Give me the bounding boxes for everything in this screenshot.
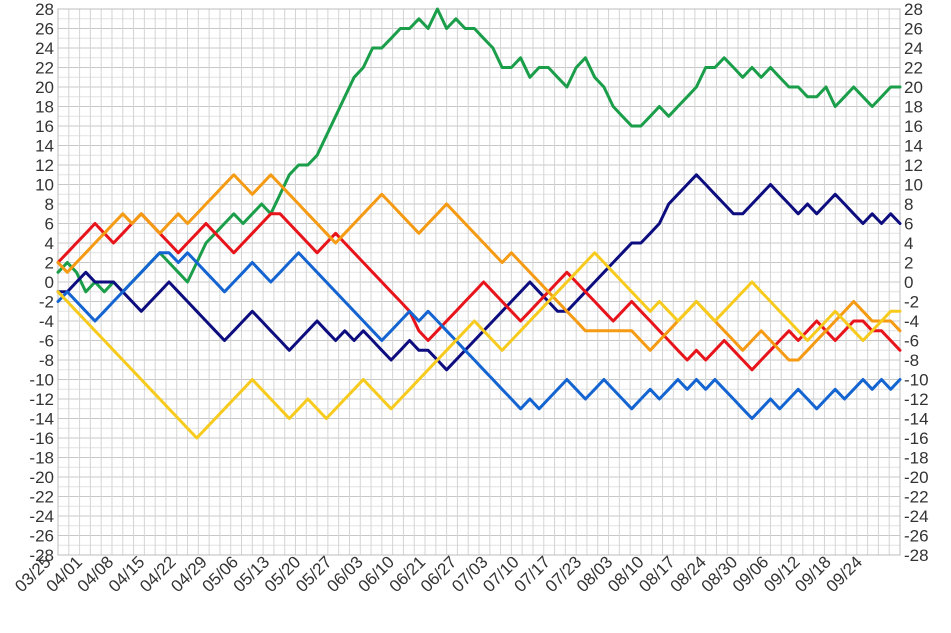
y-tick-label-right: 8 xyxy=(904,195,913,214)
y-tick-label-right: 22 xyxy=(904,59,923,78)
series-line-1 xyxy=(56,7,902,294)
y-tick-label-right: 14 xyxy=(904,137,923,156)
y-tick-label-left: 26 xyxy=(35,20,54,39)
y-tick-label-left: 22 xyxy=(35,59,54,78)
y-tick-label-left: -26 xyxy=(29,527,54,546)
y-tick-label-right: 2 xyxy=(904,254,913,273)
series-line-6 xyxy=(56,251,902,440)
y-tick-label-left: 18 xyxy=(35,98,54,117)
y-tick-label-left: -2 xyxy=(39,293,54,312)
y-tick-label-right: 12 xyxy=(904,156,923,175)
y-tick-label-right: 10 xyxy=(904,176,923,195)
y-tick-label-right: -6 xyxy=(904,332,919,351)
y-tick-label-right: 20 xyxy=(904,78,923,97)
y-tick-label-left: -12 xyxy=(29,390,54,409)
series-line-2 xyxy=(56,173,902,372)
y-tick-label-right: -26 xyxy=(904,527,929,546)
series-line-3 xyxy=(56,212,902,372)
y-tick-label-left: 14 xyxy=(35,137,54,156)
y-tick-label-right: 16 xyxy=(904,117,923,136)
y-tick-label-right: -24 xyxy=(904,507,929,526)
y-tick-label-left: 10 xyxy=(35,176,54,195)
y-tick-label-left: 6 xyxy=(45,215,54,234)
y-tick-label-right: -28 xyxy=(904,546,929,565)
grid xyxy=(57,8,901,556)
y-tick-label-left: 4 xyxy=(45,234,54,253)
x-axis-tick-labels: 03/2504/0104/0804/1504/2204/2905/0605/13… xyxy=(11,552,866,596)
y-tick-label-right: -2 xyxy=(904,293,919,312)
y-tick-label-right: -4 xyxy=(904,312,919,331)
y-tick-label-left: 20 xyxy=(35,78,54,97)
y-tick-label-left: -22 xyxy=(29,488,54,507)
series-lines xyxy=(56,7,902,440)
y-tick-label-left: 28 xyxy=(35,0,54,19)
y-tick-label-right: 24 xyxy=(904,39,923,58)
y-tick-label-left: -20 xyxy=(29,468,54,487)
y-tick-label-left: 0 xyxy=(45,273,54,292)
y-tick-label-left: -14 xyxy=(29,410,54,429)
y-tick-label-right: -8 xyxy=(904,351,919,370)
y-tick-label-right: -12 xyxy=(904,390,929,409)
y-tick-label-right: -18 xyxy=(904,449,929,468)
y-tick-label-left: -10 xyxy=(29,371,54,390)
y-tick-label-right: 18 xyxy=(904,98,923,117)
y-tick-label-left: -18 xyxy=(29,449,54,468)
y-tick-label-right: 28 xyxy=(904,0,923,19)
y-tick-label-right: 6 xyxy=(904,215,913,234)
y-tick-label-left: 12 xyxy=(35,156,54,175)
series-line-4 xyxy=(56,173,902,362)
y-tick-label-right: -22 xyxy=(904,488,929,507)
y-tick-label-right: -10 xyxy=(904,371,929,390)
right-axis-tick-labels: 2826242220181614121086420-2-4-6-8-10-12-… xyxy=(904,0,929,565)
y-tick-label-left: -8 xyxy=(39,351,54,370)
y-tick-label-left: -16 xyxy=(29,429,54,448)
y-tick-label-left: 16 xyxy=(35,117,54,136)
y-tick-label-right: -16 xyxy=(904,429,929,448)
x-tick-label: 09/24 xyxy=(823,552,867,596)
plot-frame xyxy=(57,8,901,556)
y-tick-label-left: 8 xyxy=(45,195,54,214)
y-tick-label-right: 0 xyxy=(904,273,913,292)
y-tick-label-left: 24 xyxy=(35,39,54,58)
y-tick-label-right: -14 xyxy=(904,410,929,429)
y-tick-label-right: 4 xyxy=(904,234,913,253)
series-line-5 xyxy=(56,251,902,420)
y-tick-label-right: 26 xyxy=(904,20,923,39)
y-tick-label-left: 2 xyxy=(45,254,54,273)
y-tick-label-left: -24 xyxy=(29,507,54,526)
y-tick-label-right: -20 xyxy=(904,468,929,487)
y-tick-label-left: -6 xyxy=(39,332,54,351)
left-axis-tick-labels: 2826242220181614121086420-2-4-6-8-10-12-… xyxy=(29,0,54,565)
y-tick-label-left: -28 xyxy=(29,546,54,565)
y-tick-label-left: -4 xyxy=(39,312,54,331)
